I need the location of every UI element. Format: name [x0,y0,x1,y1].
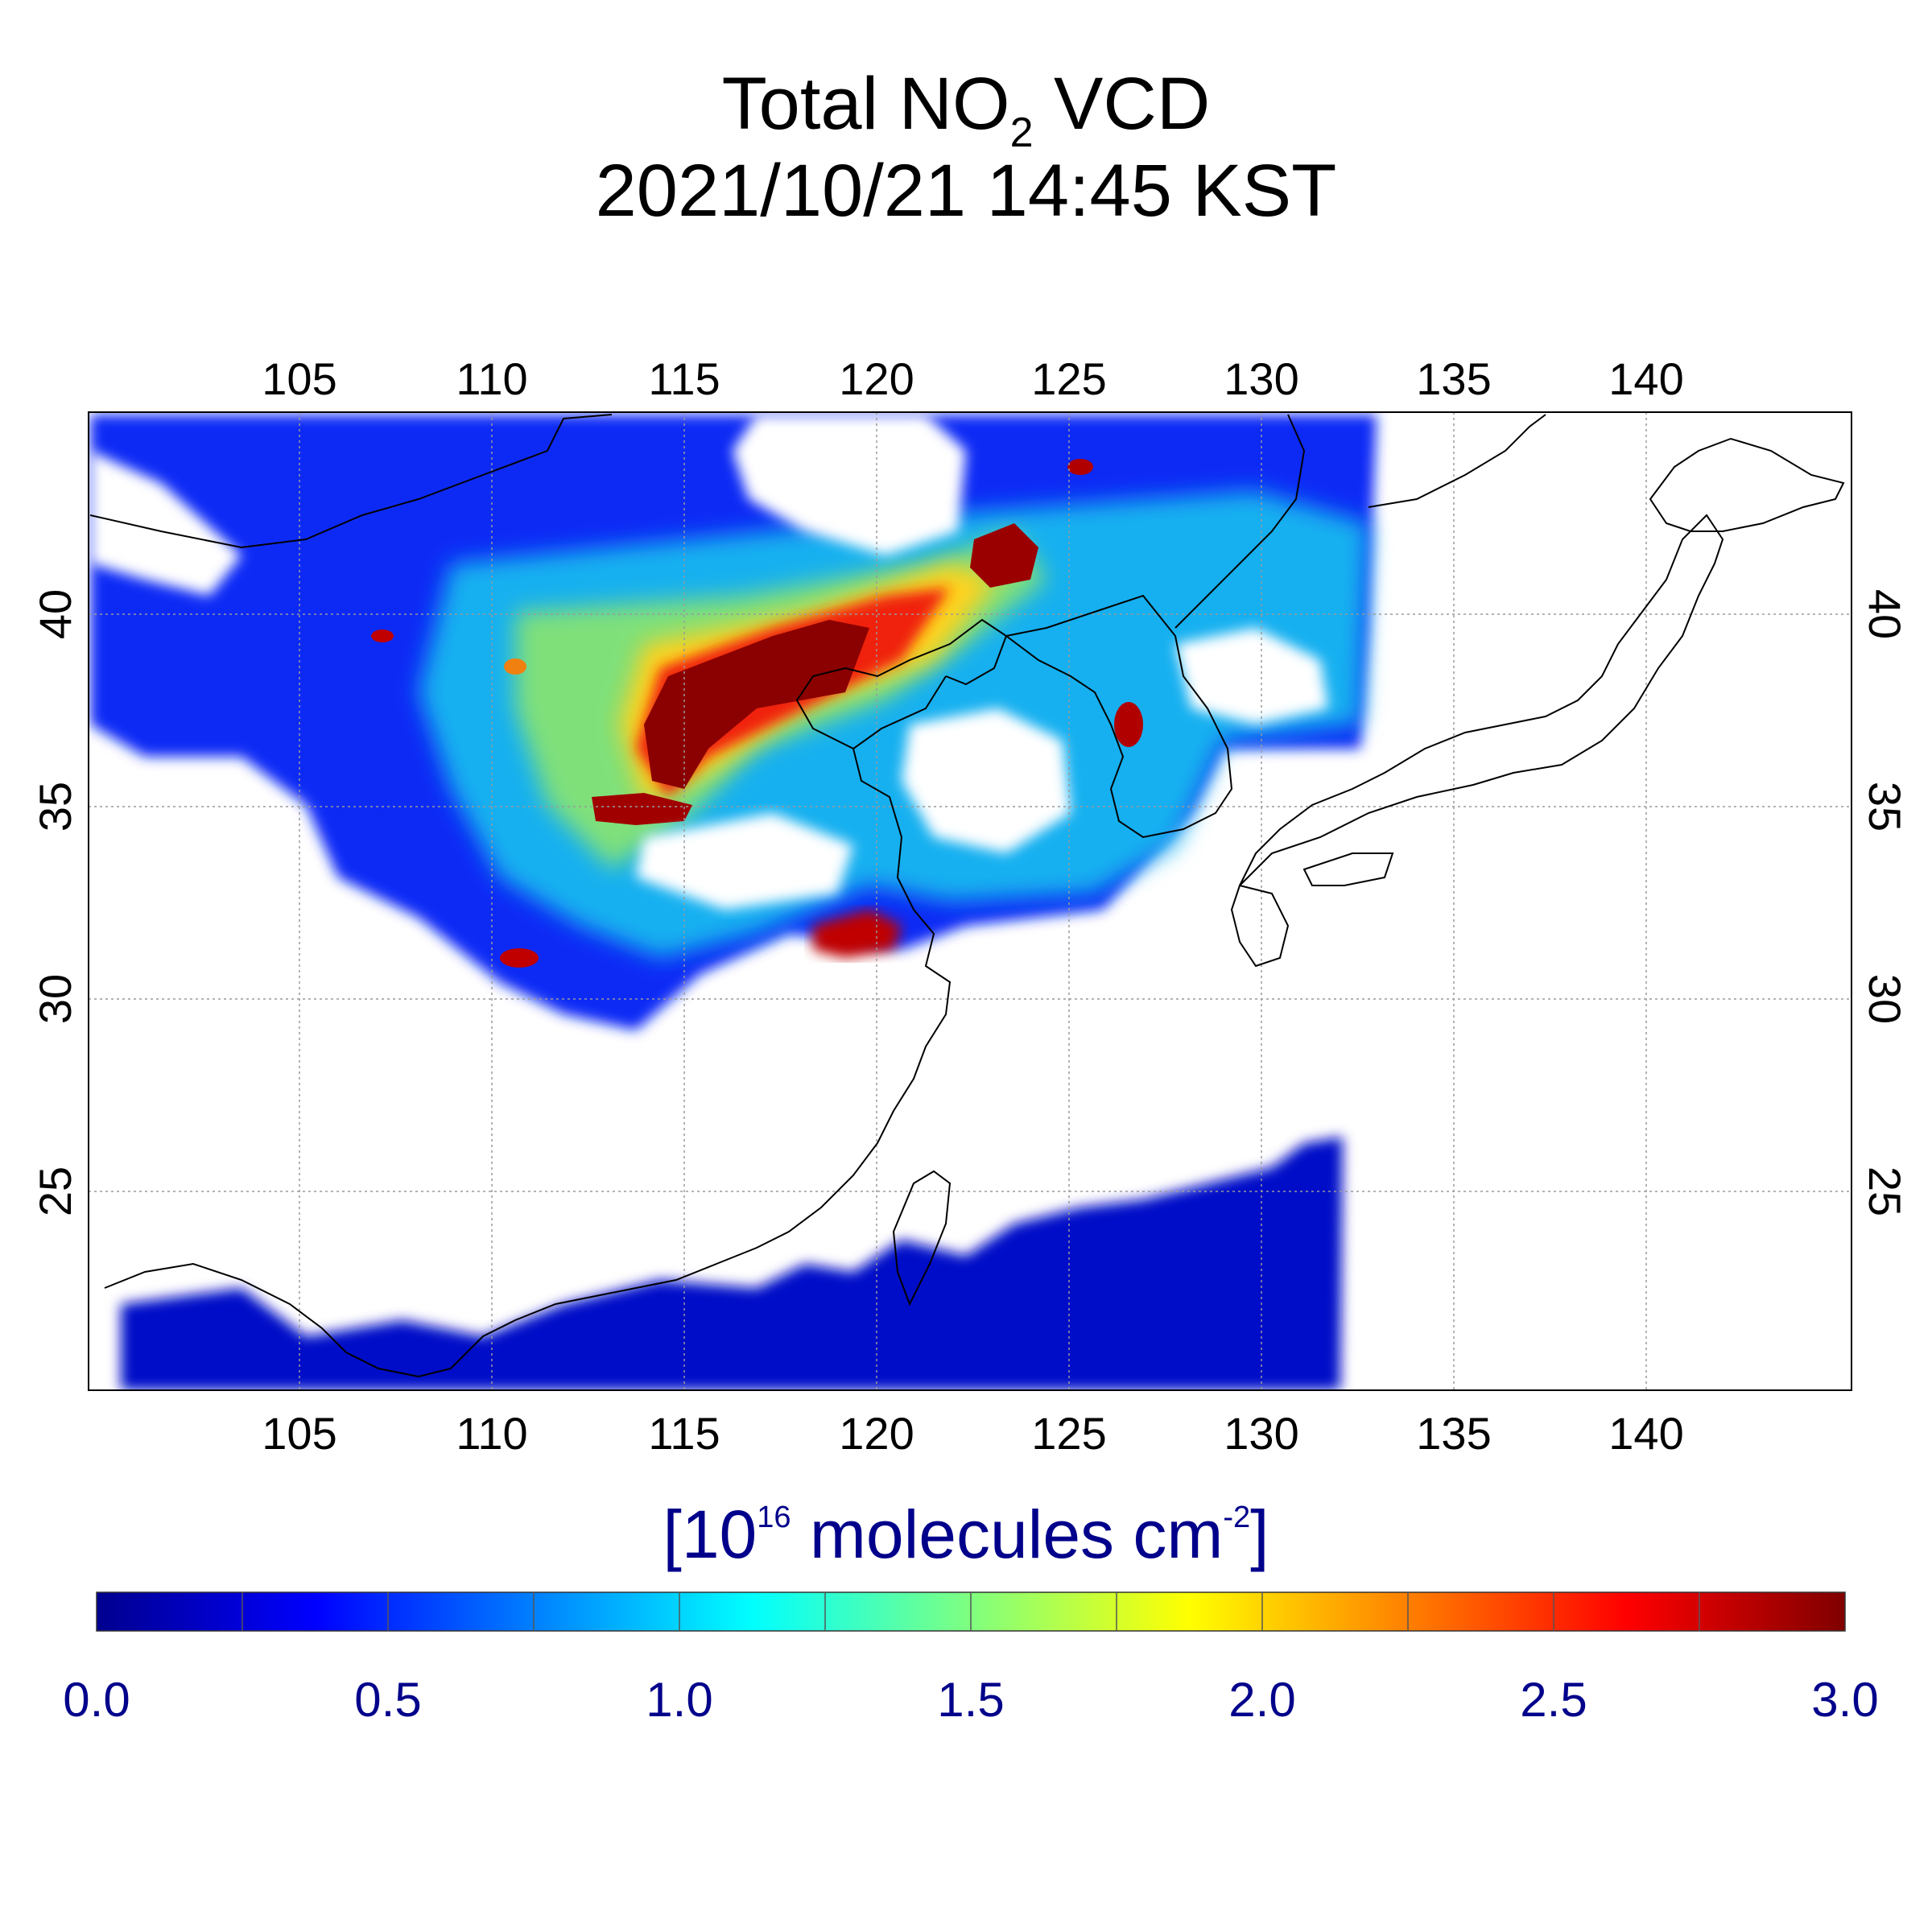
colorbar-tick: 1.5 [937,1673,1004,1727]
no2-field [90,415,1377,1390]
no2-hotspot-shenyang [970,523,1038,588]
lat-tick-left: 35 [30,782,80,832]
japan-kyushu [1230,884,1290,968]
no2-hotspot-seoul [1114,702,1143,747]
map-frame [88,411,1852,1391]
taiwan [892,1170,952,1307]
lon-tick-bottom: 115 [648,1408,720,1459]
no2-hotspot-xian [371,630,394,642]
lat-tick-left: 30 [30,974,80,1024]
no2-hotspot-wuhan [500,948,539,968]
cloud-gap-northwest [90,451,242,596]
no2-hotspot-shanghai [813,910,902,958]
lon-tick-bottom: 140 [1608,1408,1683,1459]
lon-axis-bottom: 105 110 115 120 125 130 135 140 [262,1408,1683,1459]
no2-hotspot-taiyuan [504,658,526,675]
lat-tick-right: 30 [1860,974,1910,1024]
china-north-border [89,414,613,549]
lon-tick-bottom: 135 [1416,1408,1491,1459]
coastlines [89,414,1845,1378]
no2-south-region [121,1137,1343,1390]
lon-tick-top: 120 [839,353,914,404]
lat-tick-left: 25 [30,1166,80,1216]
bohai-coast [795,618,1008,749]
lon-tick-bottom: 125 [1031,1408,1106,1459]
japan-hokkaido [1649,437,1845,532]
russia-coast [1368,414,1546,508]
korea-peninsula [1004,594,1233,839]
lon-tick-bottom: 130 [1224,1408,1298,1459]
japan-shikoku [1302,852,1394,886]
lat-tick-right: 25 [1860,1166,1910,1216]
map-panel [89,412,1852,1390]
colorbar-tick: 0.5 [354,1673,421,1727]
lon-tick-bottom: 105 [262,1408,336,1459]
lat-tick-right: 35 [1860,782,1910,832]
colorbar: 0.0 0.5 1.0 1.5 2.0 2.5 3.0 [63,1591,1879,1727]
colorbar-minor-ticks [242,1592,1700,1631]
chart-title-line1: Total NO2 VCD [722,63,1211,156]
colorbar-tick: 2.5 [1520,1673,1587,1727]
cloud-gap-central [636,813,853,910]
cloud-gap-east [1175,628,1328,724]
lon-tick-top: 115 [648,353,720,404]
lon-tick-top: 130 [1224,353,1298,404]
colorbar-tick: 2.0 [1228,1673,1295,1727]
china-east-coast [450,675,952,1369]
colorbar-tick: 3.0 [1811,1673,1878,1727]
colorbar-tick: 1.0 [646,1673,712,1727]
lon-tick-top: 105 [262,353,336,404]
map-gridlines [89,412,1852,1390]
no2-hotspot-changchun [1067,459,1093,475]
lon-tick-bottom: 120 [839,1408,914,1459]
cloud-gap-north [733,415,966,555]
lon-tick-bottom: 110 [456,1408,527,1459]
lat-axis-left: 40 35 30 25 [30,589,80,1216]
lon-tick-top: 110 [456,353,527,404]
hainan-coast [104,1262,452,1378]
lat-axis-right: 40 35 30 25 [1860,589,1910,1216]
japan-honshu [1239,514,1724,886]
lat-tick-right: 40 [1860,589,1910,639]
no2-hotspot-north-china-plain [644,620,869,789]
lon-tick-top: 140 [1608,353,1683,404]
colorbar-unit-label: [1016 molecules cm-2] [663,1496,1269,1572]
lat-tick-left: 40 [30,589,80,639]
colorbar-tick: 0.0 [63,1673,130,1727]
china-northeast-border [1174,414,1306,629]
cloud-gap-yellow-sea [902,708,1071,853]
no2-hotspot-jinan [592,793,692,825]
lon-tick-top: 135 [1416,353,1491,404]
lon-tick-top: 125 [1031,353,1106,404]
lon-axis-top: 105 110 115 120 125 130 135 140 [262,353,1683,404]
chart-title-line2: 2021/10/21 14:45 KST [596,150,1337,232]
